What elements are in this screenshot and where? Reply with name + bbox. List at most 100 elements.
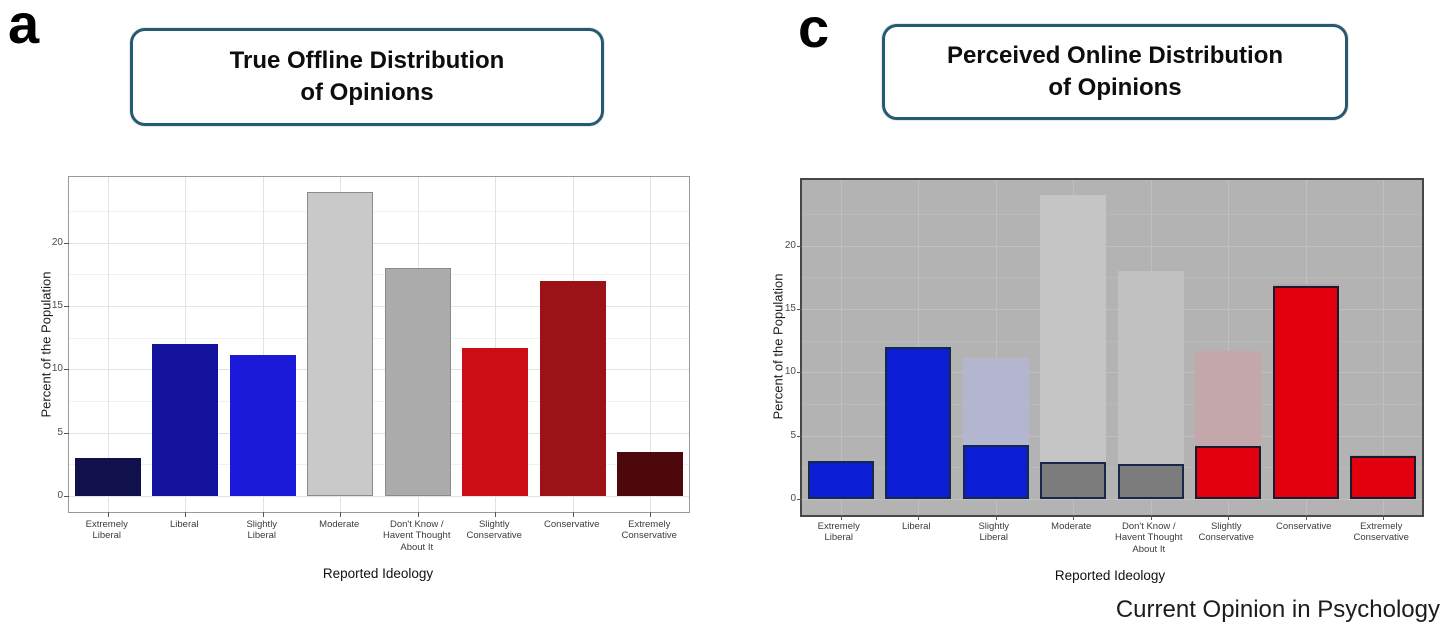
x-tick-mark: [185, 512, 186, 517]
y-tick-mark: [64, 496, 69, 497]
x-tick-label-slightly-conservative: Slightly Conservative: [1198, 521, 1254, 544]
minor-gridline: [802, 277, 1422, 279]
y-tick-mark: [797, 309, 802, 311]
minor-gridline: [69, 211, 689, 213]
vertical-gridline: [495, 177, 496, 512]
y-tick-label: 5: [57, 426, 63, 438]
journal-label: Current Opinion in Psychology: [1115, 596, 1440, 623]
minor-gridline: [69, 401, 689, 403]
major-gridline: [802, 435, 1422, 437]
chart-true-offline-distribution: Percent of the Population 0 5 10 15 20 Extreme…: [28, 176, 700, 586]
vertical-gridline: [650, 177, 651, 512]
x-tick-mark: [841, 515, 842, 520]
major-gridline: [69, 242, 689, 244]
bar-don-t-know-havent-thought-about-it: [1118, 463, 1184, 499]
x-tick-label-conservative: Conservative: [544, 519, 600, 530]
x-tick-mark: [340, 512, 341, 517]
vertical-gridline: [841, 180, 842, 515]
y-tick-mark: [64, 306, 69, 308]
x-tick-mark: [263, 512, 264, 517]
y-tick-mark: [64, 242, 69, 244]
vertical-gridline: [1383, 180, 1384, 515]
bar-liberal: [885, 347, 951, 499]
major-gridline: [69, 306, 689, 308]
major-gridline: [69, 496, 689, 497]
title-line: of Opinions: [300, 79, 434, 106]
x-tick-mark: [1383, 515, 1384, 520]
x-axis-title: Reported Ideology: [1054, 568, 1166, 583]
x-tick-label-conservative: Conservative: [1276, 521, 1332, 532]
x-tick-label-don-t-know-havent-thought-about-it: Don't Know / Havent Thought About It: [383, 519, 451, 553]
title-line: True Offline Distribution: [229, 46, 505, 74]
plot-area: 0 5 10 15 20: [52, 176, 690, 517]
x-tick-mark: [1306, 515, 1307, 520]
minor-gridline: [802, 214, 1422, 216]
vertical-gridline: [263, 177, 264, 512]
minor-gridline: [69, 274, 689, 276]
y-tick-mark: [797, 245, 802, 247]
x-tick-label-extremely-conservative: Extremely Conservative: [1353, 521, 1409, 544]
x-tick-label-extremely-conservative: Extremely Conservative: [621, 519, 677, 542]
bar-conservative: [540, 280, 606, 496]
bar-conservative: [1273, 286, 1339, 499]
y-axis-title: Percent of the Population: [38, 271, 54, 418]
bar-extremely-liberal: [75, 458, 141, 496]
y-tick-label: 20: [51, 236, 63, 248]
y-tick-mark: [797, 372, 802, 374]
title-box-perceived-online: Perceived Online Distribution of Opinion…: [882, 24, 1348, 120]
minor-gridline: [69, 464, 689, 466]
title-line: of Opinions: [1048, 74, 1182, 101]
x-tick-mark: [1151, 515, 1152, 520]
x-tick-label-extremely-liberal: Extremely Liberal: [85, 519, 128, 542]
x-tick-label-extremely-liberal: Extremely Liberal: [817, 521, 860, 544]
plot-area: 0 5 10 15 20: [785, 178, 1424, 520]
y-tick-label: 5: [790, 429, 796, 441]
x-tick-mark: [418, 512, 419, 517]
y-tick-label: 15: [51, 300, 63, 312]
ghost-bar-moderate: [1040, 195, 1106, 499]
bar-slightly-liberal: [963, 444, 1029, 499]
x-tick-mark: [996, 515, 997, 520]
x-tick-mark: [1073, 515, 1074, 520]
y-tick-label: 20: [784, 239, 796, 251]
vertical-gridline: [1228, 180, 1229, 515]
panel-letter-c: c: [798, 0, 830, 59]
x-tick-label-slightly-liberal: Slightly Liberal: [246, 519, 278, 542]
y-tick-mark: [64, 432, 69, 434]
y-tick-mark: [797, 499, 802, 500]
title-line: Perceived Online Distribution: [946, 41, 1284, 69]
major-gridline: [69, 369, 689, 371]
y-tick-label: 15: [784, 303, 796, 315]
bar-extremely-conservative: [617, 451, 683, 496]
ghost-bar-don-t-know-havent-thought-about-it: [1118, 271, 1184, 499]
y-tick-mark: [797, 435, 802, 437]
x-tick-mark: [573, 512, 574, 517]
x-tick-label-slightly-conservative: Slightly Conservative: [466, 519, 522, 542]
vertical-gridline: [108, 177, 109, 512]
bar-slightly-conservative: [462, 347, 528, 496]
x-tick-label-moderate: Moderate: [1051, 521, 1092, 532]
minor-gridline: [802, 340, 1422, 342]
title-box-true-offline: True Offline Distribution of Opinions: [130, 28, 604, 126]
panel-c: c Perceived Online Distribution of Opini…: [726, 0, 1452, 638]
x-tick-mark: [650, 512, 651, 517]
minor-gridline: [802, 404, 1422, 406]
x-tick-mark: [495, 512, 496, 517]
minor-gridline: [69, 337, 689, 339]
y-tick-mark: [64, 369, 69, 371]
vertical-gridline: [996, 180, 997, 515]
bar-slightly-liberal: [230, 355, 296, 496]
bar-liberal: [152, 344, 218, 496]
x-tick-label-moderate: Moderate: [319, 519, 360, 530]
bar-extremely-conservative: [1350, 455, 1416, 499]
x-axis-title: Reported Ideology: [322, 566, 434, 581]
minor-gridline: [802, 467, 1422, 469]
x-tick-label-don-t-know-havent-thought-about-it: Don't Know / Havent Thought About It: [1115, 521, 1183, 555]
x-tick-mark: [1228, 515, 1229, 520]
bar-moderate: [307, 192, 373, 496]
bar-don-t-know-havent-thought-about-it: [385, 268, 451, 496]
panel-letter-a: a: [8, 0, 40, 55]
y-axis-title: Percent of the Population: [770, 273, 786, 420]
major-gridline: [69, 432, 689, 434]
